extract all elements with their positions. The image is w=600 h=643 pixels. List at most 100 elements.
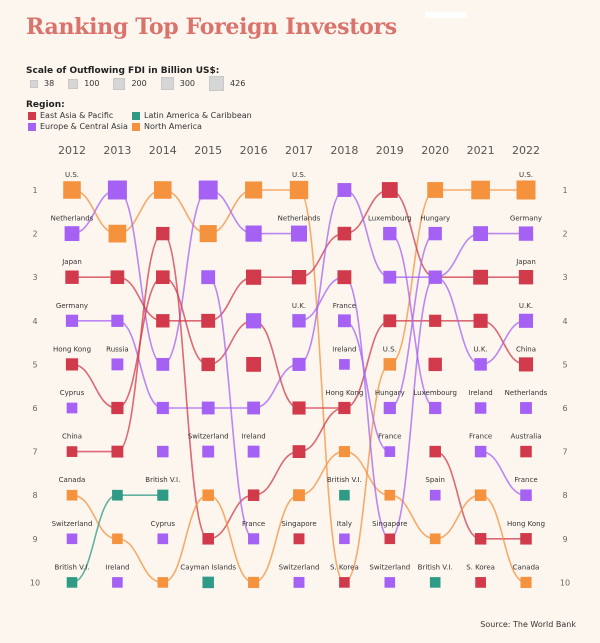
year-label: 2015: [194, 144, 222, 157]
data-marker: [474, 533, 487, 545]
series-line: [117, 538, 163, 584]
data-marker: [247, 445, 260, 458]
data-marker: [154, 181, 172, 199]
data-marker: [337, 183, 352, 197]
data-marker: [156, 357, 170, 371]
country-label: Hong Kong: [507, 520, 545, 528]
data-marker: [247, 401, 261, 415]
country-label: U.K.: [519, 302, 533, 310]
year-label: 2017: [285, 144, 313, 157]
series-line: [253, 450, 300, 496]
data-marker: [157, 533, 169, 545]
country-label: S. Korea: [330, 563, 359, 571]
series-line: [208, 494, 254, 584]
data-marker: [66, 533, 78, 545]
data-marker: [156, 314, 170, 328]
legend-item-europe: Europe & Central Asia: [28, 122, 128, 131]
data-marker: [518, 313, 534, 328]
data-marker: [383, 401, 396, 415]
data-marker: [337, 226, 352, 241]
country-label: Cyprus: [151, 520, 176, 528]
data-marker: [339, 489, 350, 501]
data-marker: [112, 533, 123, 545]
data-marker: [292, 445, 306, 459]
data-marker: [66, 402, 78, 414]
year-label: 2021: [467, 144, 495, 157]
year-label: 2016: [240, 144, 268, 157]
rank-label: 2: [32, 230, 37, 239]
data-marker: [520, 402, 532, 414]
data-marker: [293, 489, 305, 502]
scale-square-icon: [30, 79, 38, 88]
data-marker: [245, 225, 262, 242]
data-marker: [383, 314, 397, 328]
series-line: [389, 232, 436, 409]
data-marker: [429, 533, 441, 545]
chart-title: Ranking Top Foreign Investors: [26, 14, 397, 40]
data-marker: [66, 489, 78, 501]
country-label: Netherlands: [51, 215, 94, 223]
data-marker: [381, 182, 398, 198]
legend-item-east-asia: East Asia & Pacific: [28, 111, 113, 120]
country-label: U.S.: [383, 345, 397, 353]
data-marker: [245, 313, 262, 329]
data-marker: [199, 225, 217, 243]
series-line: [117, 320, 163, 409]
data-marker: [471, 180, 490, 200]
scale-item: 100: [68, 78, 99, 89]
data-marker: [111, 445, 124, 458]
legend-swatch: [132, 111, 140, 120]
rank-label: 5: [562, 360, 567, 369]
country-label: Canada: [513, 563, 540, 571]
country-label: Italy: [337, 520, 352, 528]
data-marker: [518, 226, 534, 241]
year-label: 2020: [421, 144, 449, 157]
legend-swatch: [132, 122, 140, 131]
scale-square-icon: [113, 77, 126, 90]
data-marker: [338, 401, 351, 415]
data-marker: [518, 270, 534, 285]
country-label: British V.I.: [327, 476, 362, 484]
data-marker: [201, 401, 215, 415]
data-marker: [248, 533, 260, 545]
data-marker: [110, 270, 125, 285]
data-marker: [246, 356, 262, 372]
rank-label: 10: [30, 578, 40, 587]
data-marker: [112, 489, 123, 501]
country-label: U.K.: [474, 345, 488, 353]
data-marker: [108, 224, 127, 243]
data-marker: [111, 314, 124, 327]
data-marker: [156, 226, 170, 241]
source-note: Source: The World Bank: [480, 620, 576, 629]
country-label: China: [62, 433, 82, 441]
data-marker: [474, 402, 487, 414]
country-label: U.S.: [292, 171, 306, 179]
series-line: [71, 494, 118, 540]
data-marker: [291, 270, 307, 285]
scale-item: 38: [30, 79, 54, 88]
country-label: Russia: [106, 345, 129, 353]
legend-swatch: [28, 111, 36, 120]
rank-label: 2: [562, 230, 567, 239]
data-marker: [202, 576, 214, 589]
data-marker: [201, 313, 216, 328]
country-label: Switzerland: [279, 563, 320, 571]
country-label: Hungary: [375, 389, 405, 397]
data-marker: [429, 489, 441, 501]
rank-label: 3: [32, 273, 37, 282]
region-legend-title: Region:: [26, 100, 65, 110]
data-marker: [157, 577, 169, 588]
data-marker: [474, 445, 487, 458]
data-marker: [157, 445, 169, 458]
data-marker: [248, 576, 260, 588]
data-marker: [64, 226, 80, 242]
data-marker: [474, 358, 487, 371]
data-marker: [292, 314, 306, 328]
legend-swatch: [28, 122, 36, 131]
series-line: [298, 407, 345, 453]
series-line: [298, 189, 345, 366]
rank-label: 1: [32, 186, 37, 195]
data-marker: [293, 576, 305, 588]
data-marker: [292, 357, 306, 371]
